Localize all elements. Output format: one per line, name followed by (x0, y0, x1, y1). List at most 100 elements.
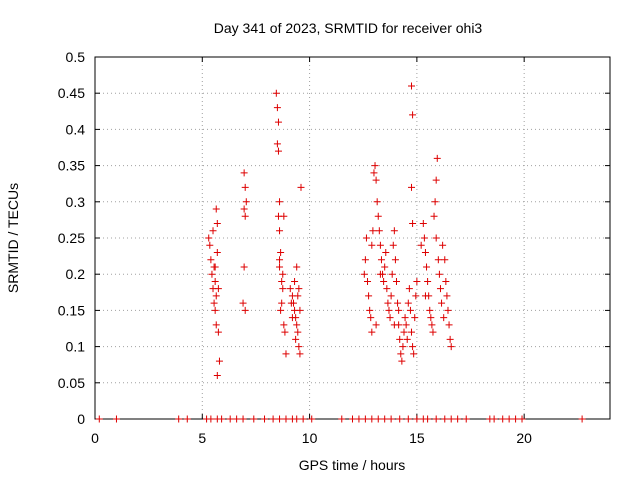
data-point (440, 314, 448, 322)
x-axis-title: GPS time / hours (299, 457, 406, 473)
data-point (430, 212, 438, 220)
data-point (294, 292, 302, 300)
data-point (446, 335, 454, 343)
data-point (454, 415, 462, 423)
data-point (276, 256, 284, 264)
data-point (409, 111, 417, 119)
data-point (420, 234, 428, 242)
data-point (408, 183, 416, 191)
x-tick-label: 20 (516, 430, 532, 446)
y-tick-label: 0.45 (58, 85, 85, 101)
data-point (375, 227, 383, 235)
data-point (377, 256, 385, 264)
data-point (242, 198, 250, 206)
x-tick-label: 15 (409, 430, 425, 446)
data-point (213, 248, 221, 256)
data-point (441, 256, 449, 264)
y-tick-label: 0.15 (58, 302, 85, 318)
data-point (390, 321, 398, 329)
data-point (368, 328, 376, 336)
data-points (95, 82, 586, 423)
data-point (462, 415, 470, 423)
data-point (209, 227, 217, 235)
data-point (282, 415, 290, 423)
data-point (278, 299, 286, 307)
data-point (175, 415, 183, 423)
data-point (376, 270, 384, 278)
y-tick-label: 0.35 (58, 158, 85, 174)
data-point (432, 415, 440, 423)
data-point (410, 350, 418, 358)
data-point (413, 415, 421, 423)
data-point (373, 198, 381, 206)
data-point (349, 415, 356, 423)
data-point (442, 277, 450, 285)
data-point (240, 205, 248, 213)
grid (95, 57, 610, 419)
data-point (294, 328, 302, 336)
data-point (402, 321, 410, 329)
data-point (280, 212, 288, 220)
x-tick-label: 10 (302, 430, 318, 446)
data-point (206, 241, 214, 249)
data-point (447, 415, 455, 423)
data-point (417, 241, 425, 249)
data-point (368, 415, 376, 423)
data-point (366, 306, 374, 314)
y-tick-label: 0.05 (58, 375, 85, 391)
y-tick-label: 0.1 (66, 339, 86, 355)
data-point (273, 140, 281, 148)
data-point (226, 415, 234, 423)
y-tick-label: 0.5 (66, 49, 86, 65)
data-point (293, 415, 301, 423)
data-point (518, 415, 526, 423)
data-point (211, 263, 219, 271)
data-point (392, 277, 400, 285)
chart-title: Day 341 of 2023, SRMTID for receiver ohi… (214, 20, 483, 36)
data-point (499, 415, 507, 423)
data-point (273, 104, 281, 112)
data-point (512, 415, 520, 423)
data-point (368, 241, 376, 249)
data-point (213, 220, 221, 228)
data-point (388, 270, 396, 278)
data-point (239, 415, 247, 423)
data-point (308, 415, 316, 423)
data-point (436, 285, 444, 293)
data-point (401, 314, 409, 322)
axis-ticks: 0 5 10 15 20 0 0.05 0.1 0.15 0.2 0.25 0.3 0.35 0.4 0.4… (58, 49, 610, 446)
data-point (424, 415, 432, 423)
data-point (269, 415, 277, 423)
data-point (367, 314, 375, 322)
data-point (291, 277, 299, 285)
data-point (369, 227, 377, 235)
data-point (241, 212, 249, 220)
data-point (374, 212, 382, 220)
y-axis-title: SRMTID / TECUs (5, 183, 21, 293)
data-point (274, 118, 282, 126)
data-point (396, 335, 404, 343)
data-point (211, 306, 219, 314)
data-point (408, 328, 416, 336)
data-point (404, 299, 412, 307)
data-point (215, 357, 223, 365)
data-point (380, 277, 388, 285)
data-point (443, 292, 451, 300)
data-point (207, 415, 215, 423)
data-point (384, 299, 392, 307)
data-point (431, 198, 439, 206)
data-point (411, 314, 419, 322)
data-point (355, 415, 363, 423)
data-point (241, 183, 249, 191)
data-point (386, 314, 394, 322)
data-point (208, 270, 216, 278)
data-point (280, 321, 288, 329)
data-point (427, 314, 435, 322)
data-point (390, 227, 398, 235)
data-point (423, 263, 431, 271)
data-point (409, 343, 417, 351)
data-point (389, 241, 397, 249)
data-point (432, 176, 440, 184)
data-point (239, 299, 247, 307)
data-point (282, 350, 290, 358)
